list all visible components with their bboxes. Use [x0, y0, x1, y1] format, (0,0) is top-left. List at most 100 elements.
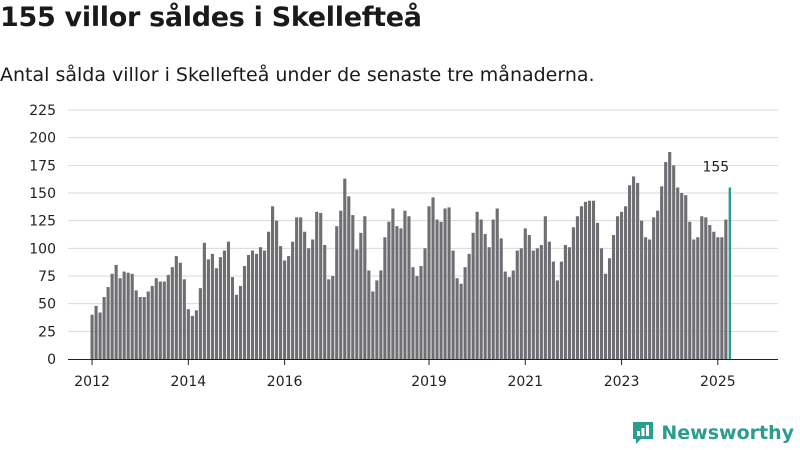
bar	[716, 237, 720, 359]
bar	[455, 278, 459, 359]
bar	[603, 273, 608, 359]
bar	[242, 266, 247, 359]
bar	[579, 206, 584, 359]
x-axis-ticks: 2012 2014 2016 2019 2021 2023 2025	[74, 359, 736, 390]
newsworthy-icon	[633, 422, 654, 444]
bar	[587, 200, 592, 359]
bar	[271, 206, 275, 359]
bar	[387, 221, 391, 359]
bar	[656, 210, 660, 359]
bar	[720, 237, 724, 359]
bar	[724, 219, 728, 359]
bar	[491, 219, 495, 359]
bar	[543, 216, 547, 359]
bar	[563, 245, 567, 359]
bar	[142, 297, 146, 359]
bar	[511, 270, 515, 359]
bar	[206, 259, 210, 359]
bar	[644, 237, 648, 359]
bar	[611, 235, 616, 359]
bar	[652, 217, 656, 359]
bar	[363, 216, 367, 359]
bar	[214, 268, 218, 359]
bar	[688, 221, 692, 359]
x-tick-label: 2021	[507, 374, 543, 390]
bar	[351, 215, 355, 359]
bar	[648, 239, 652, 359]
bar	[676, 187, 680, 359]
bar	[319, 212, 323, 359]
bar	[487, 247, 491, 359]
bar	[712, 231, 716, 359]
bar	[443, 208, 447, 359]
bar	[403, 210, 407, 359]
bar	[704, 217, 708, 359]
bar	[624, 206, 628, 359]
bar	[391, 208, 395, 359]
chart-subtitle: Antal sålda villor i Skellefteå under de…	[0, 64, 595, 86]
y-axis-ticks: 0 25 50 75 100 125 150 175 200 225	[29, 103, 56, 368]
bar	[696, 237, 700, 359]
bar	[467, 253, 471, 359]
bar	[122, 271, 126, 359]
bar	[411, 267, 415, 359]
bar	[664, 162, 668, 359]
bar	[98, 312, 102, 359]
bar	[495, 208, 499, 359]
bar	[515, 250, 519, 359]
bar	[419, 266, 423, 359]
bar	[267, 231, 271, 359]
gridlines	[68, 109, 778, 332]
bar-latest	[728, 187, 732, 359]
bar	[636, 183, 640, 359]
bar	[531, 250, 535, 359]
bar	[684, 195, 688, 359]
y-tick-label: 200	[29, 131, 56, 147]
x-tick-label: 2019	[411, 374, 447, 390]
bar	[708, 225, 712, 359]
y-tick-label: 175	[29, 158, 56, 174]
bar	[126, 272, 130, 359]
bar	[102, 297, 106, 359]
bar	[547, 241, 551, 359]
bar	[632, 176, 636, 359]
bar	[299, 217, 303, 359]
bar	[246, 254, 251, 359]
bar	[700, 216, 704, 359]
bars	[90, 152, 732, 359]
bar	[672, 165, 676, 359]
bar	[262, 250, 267, 359]
bar	[571, 227, 575, 359]
bar	[503, 271, 507, 359]
bar	[315, 211, 319, 359]
bar	[287, 256, 291, 359]
bar	[507, 277, 511, 359]
bar	[339, 210, 343, 359]
bar	[283, 260, 287, 359]
bar	[567, 247, 571, 359]
bar	[407, 216, 411, 359]
latest-value-label: 155	[702, 159, 729, 175]
bar	[628, 185, 632, 359]
newsworthy-logo: Newsworthy	[631, 420, 794, 446]
bar	[415, 276, 419, 359]
bar	[471, 232, 475, 359]
bar	[118, 278, 122, 359]
bar	[359, 232, 363, 359]
bar	[114, 264, 118, 359]
bar	[383, 237, 387, 359]
y-tick-label: 125	[29, 214, 56, 230]
bar	[395, 226, 399, 359]
bar	[331, 276, 335, 359]
bar	[218, 257, 222, 359]
bar	[162, 281, 166, 359]
bar	[198, 288, 202, 359]
bar	[523, 228, 527, 359]
bar	[555, 280, 559, 359]
x-tick-label: 2023	[604, 374, 640, 390]
bar	[607, 258, 612, 359]
bar	[527, 235, 531, 359]
bar	[134, 290, 138, 359]
bar	[371, 291, 375, 359]
x-tick-label: 2014	[171, 374, 207, 390]
